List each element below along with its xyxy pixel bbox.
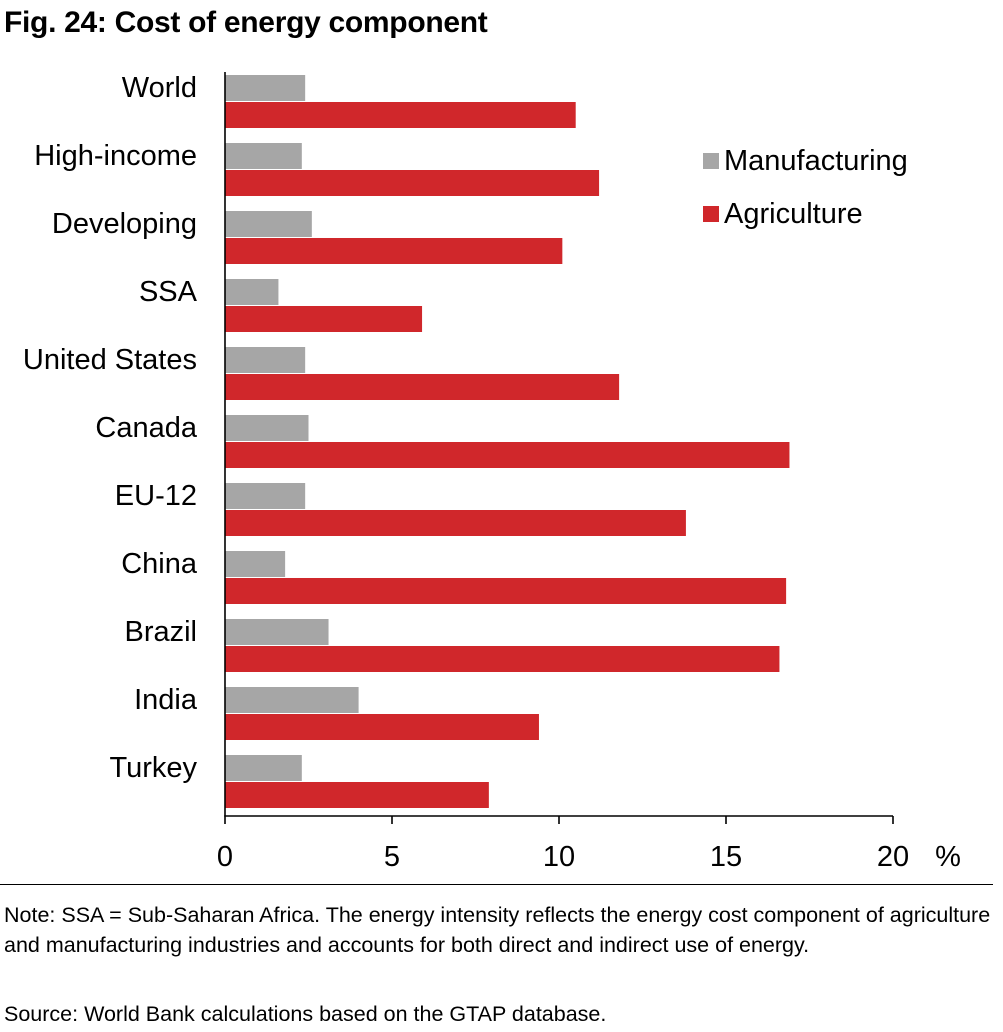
bar-chart: World High-income Developing SSA United Stat… <box>23 72 961 873</box>
chart-title: Fig. 24: Cost of energy component <box>4 6 488 39</box>
category-label: Turkey <box>109 752 197 784</box>
category-label: High-income <box>34 140 197 172</box>
bar-agriculture-high-income <box>225 170 600 196</box>
bar-manufacturing-high-income <box>225 143 302 169</box>
bar-manufacturing-united-states <box>225 347 306 373</box>
x-axis-unit: % <box>935 841 961 873</box>
chart-source: Source: World Bank calculations based on… <box>4 1002 607 1026</box>
bar-agriculture-china <box>225 578 787 604</box>
bar-agriculture-india <box>225 714 539 740</box>
chart-bars <box>225 75 790 808</box>
bar-manufacturing-world <box>225 75 306 101</box>
bar-manufacturing-turkey <box>225 755 302 781</box>
chart-legend: Manufacturing Agriculture <box>703 145 908 230</box>
category-label: World <box>122 72 197 104</box>
bar-agriculture-world <box>225 102 576 128</box>
bar-manufacturing-brazil <box>225 619 329 645</box>
legend-swatch-agriculture <box>703 206 719 222</box>
bar-manufacturing-eu-12 <box>225 483 306 509</box>
category-label: Developing <box>52 208 197 240</box>
bar-agriculture-brazil <box>225 646 780 672</box>
chart-note: Note: SSA = Sub-Saharan Africa. The ener… <box>4 903 991 957</box>
bar-agriculture-eu-12 <box>225 510 686 536</box>
bar-agriculture-turkey <box>225 782 489 808</box>
category-label: Canada <box>95 412 197 444</box>
legend-label-manufacturing: Manufacturing <box>724 145 908 177</box>
bar-agriculture-united-states <box>225 374 620 400</box>
bar-agriculture-canada <box>225 442 790 468</box>
bar-manufacturing-india <box>225 687 359 713</box>
bar-manufacturing-canada <box>225 415 309 441</box>
category-label: EU-12 <box>115 480 197 512</box>
category-label: United States <box>23 344 197 376</box>
category-label: India <box>134 684 198 716</box>
legend-label-agriculture: Agriculture <box>724 198 863 230</box>
x-tick-label: 10 <box>543 841 575 873</box>
category-label: Brazil <box>124 616 197 648</box>
category-label: China <box>121 548 198 580</box>
chart-labels: World High-income Developing SSA United Stat… <box>23 72 961 873</box>
legend-swatch-manufacturing <box>703 153 719 169</box>
x-tick-label: 20 <box>877 841 909 873</box>
category-label: SSA <box>139 276 198 308</box>
x-tick-label: 15 <box>710 841 742 873</box>
bar-manufacturing-china <box>225 551 286 577</box>
bar-manufacturing-ssa <box>225 279 279 305</box>
bar-agriculture-developing <box>225 238 563 264</box>
x-tick-label: 0 <box>217 841 233 873</box>
bar-agriculture-ssa <box>225 306 423 332</box>
divider-line <box>0 884 993 885</box>
bar-manufacturing-developing <box>225 211 312 237</box>
x-tick-label: 5 <box>384 841 400 873</box>
chart-axes <box>224 72 894 824</box>
